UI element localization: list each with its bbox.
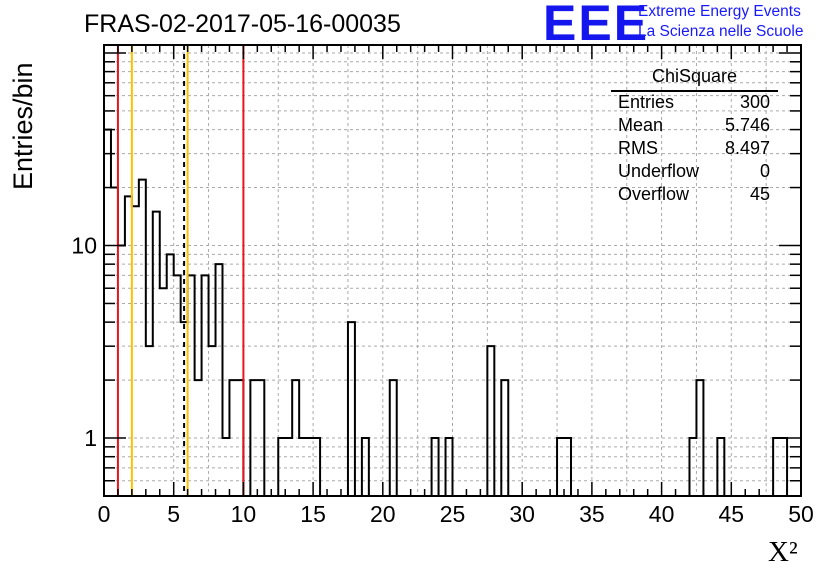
y-tick-label: 1 <box>84 425 97 451</box>
stats-row-underflow: Underflow 0 <box>611 161 778 184</box>
axis-ticks <box>103 45 802 496</box>
y-axis-label: Entries/bin <box>8 62 38 190</box>
stat-value: 5.746 <box>724 115 770 135</box>
x-axis-label: X² <box>768 536 798 568</box>
stat-label: Entries <box>618 92 675 112</box>
y-tick-labels: 1 10 <box>71 233 97 452</box>
stat-label: RMS <box>618 138 658 158</box>
eee-logo-mark: EEE <box>543 0 650 51</box>
stat-value: 0 <box>759 161 770 181</box>
x-tick-label: 0 <box>98 501 111 527</box>
stats-row-entries: Entries 300 <box>611 92 778 115</box>
x-tick-label: 25 <box>440 501 466 527</box>
stat-label: Underflow <box>618 161 700 181</box>
x-tick-label: 30 <box>509 501 535 527</box>
stats-box-title: ChiSquare <box>611 66 778 92</box>
eee-logo-line2: La Scienza nelle Scuole <box>638 23 804 40</box>
stat-value: 8.497 <box>724 138 770 158</box>
stats-row-mean: Mean 5.746 <box>611 115 778 138</box>
grid-lines <box>104 45 801 496</box>
x-tick-label: 20 <box>370 501 396 527</box>
stat-label: Overflow <box>618 184 690 204</box>
stat-value: 45 <box>749 184 770 204</box>
stat-label: Mean <box>618 115 664 135</box>
chart-title: FRAS-02-2017-05-16-00035 <box>84 10 401 38</box>
x-tick-label: 45 <box>719 501 745 527</box>
x-tick-label: 40 <box>649 501 675 527</box>
y-tick-label: 10 <box>71 233 97 259</box>
stats-row-rms: RMS 8.497 <box>611 138 778 161</box>
x-tick-label: 10 <box>231 501 257 527</box>
stats-box: ChiSquare Entries 300 Mean 5.746 RMS 8.4… <box>611 66 778 207</box>
x-tick-label: 50 <box>788 501 814 527</box>
x-tick-label: 15 <box>300 501 326 527</box>
x-tick-label: 5 <box>167 501 180 527</box>
stats-row-overflow: Overflow 45 <box>611 184 778 207</box>
x-tick-label: 35 <box>579 501 605 527</box>
stat-value: 300 <box>739 92 770 112</box>
reference-lines <box>116 45 245 496</box>
eee-logo-line1: Extreme Energy Events <box>638 3 801 20</box>
x-tick-labels: 0 5 10 15 20 25 30 35 40 45 50 <box>98 501 814 527</box>
